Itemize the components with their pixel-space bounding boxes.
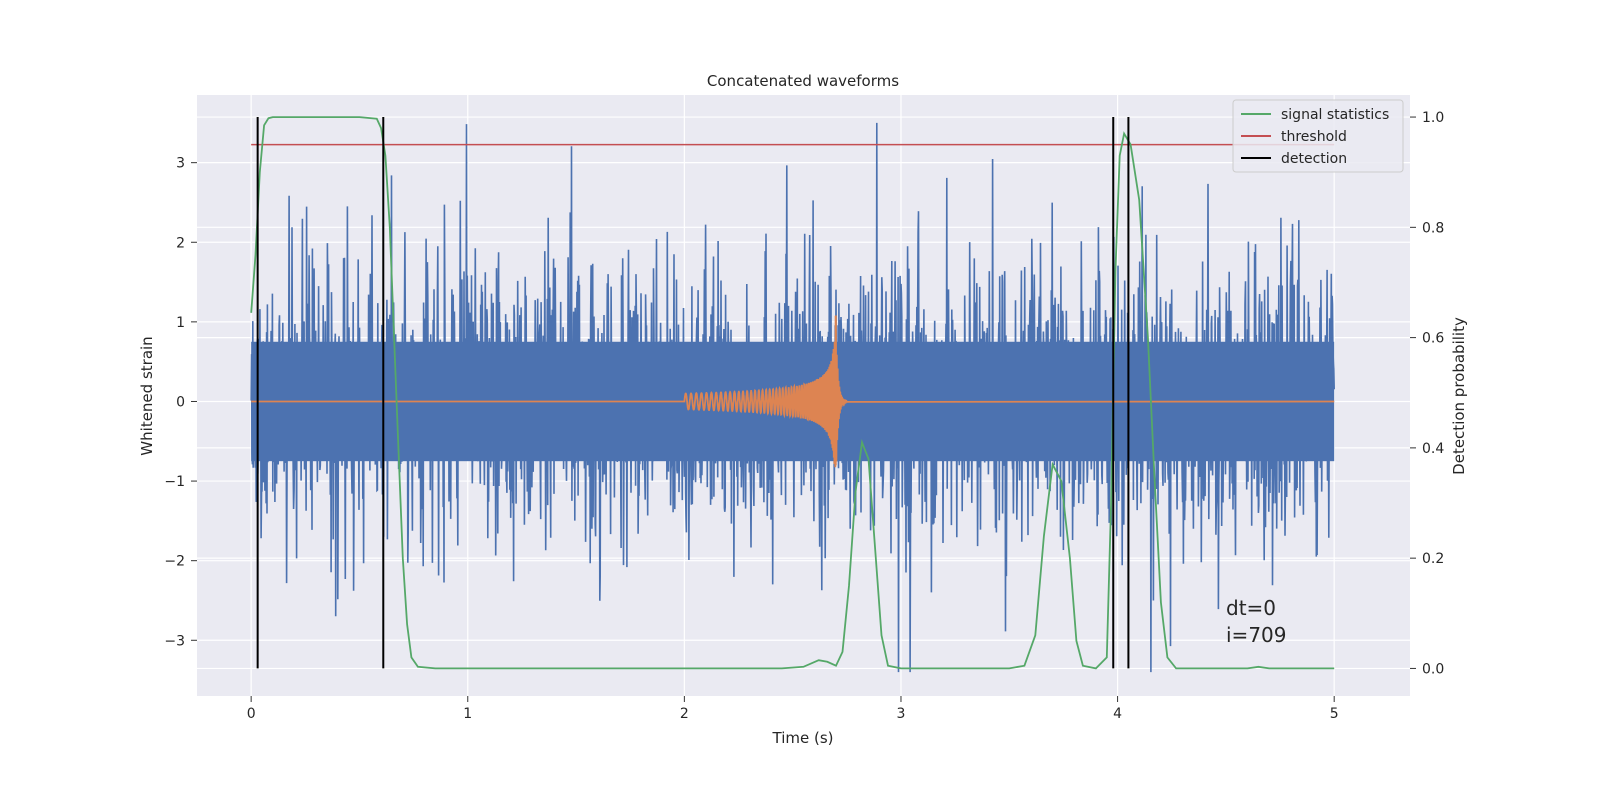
legend-label-detection: detection: [1281, 151, 1347, 167]
signal-statistics-line: [250, 116, 1335, 670]
y-right-tick-label: 0.6: [1422, 331, 1444, 347]
x-tick-label: 5: [1330, 706, 1339, 722]
tick-labels: 0 1 2 3 4 5 −3 −2 −1 0 1 2 3 0.0 0.2 0.4 0.6 0.8 1.0: [164, 110, 1444, 722]
x-tick-label: 4: [1113, 706, 1122, 722]
y-right-tick-label: 1.0: [1422, 110, 1444, 126]
x-tick-label: 0: [247, 706, 256, 722]
x-tick-label: 1: [463, 706, 472, 722]
y-right-tick-label: 0.4: [1422, 441, 1444, 457]
y-tick-label: 2: [176, 235, 185, 251]
legend-box: [1232, 99, 1404, 173]
chart-title: Concatenated waveforms: [707, 72, 899, 90]
annotation-i: i=709: [1226, 623, 1287, 647]
y-right-tick-label: 0.0: [1422, 661, 1444, 677]
y-tick-label: −3: [164, 633, 185, 649]
y-tick-label: 0: [176, 394, 185, 410]
y-tick-label: 3: [176, 156, 185, 172]
legend-label-threshold: threshold: [1281, 129, 1347, 145]
legend: signal statistics threshold detection: [1232, 99, 1404, 173]
legend-label-signal-statistics: signal statistics: [1281, 107, 1389, 123]
y-axis-label: Whitened strain: [138, 336, 156, 455]
x-tick-label: 2: [680, 706, 689, 722]
waveform-line: [251, 315, 1335, 468]
y-tick-label: −1: [164, 474, 185, 490]
annotation-text: dt=0 i=709: [1226, 596, 1287, 647]
y-tick-label: 1: [176, 315, 185, 331]
x-axis-label: Time (s): [772, 729, 834, 747]
y-right-tick-label: 0.8: [1422, 220, 1444, 236]
y-tick-label: −2: [164, 554, 185, 570]
y-right-tick-label: 0.2: [1422, 551, 1444, 567]
x-tick-label: 3: [897, 706, 906, 722]
y-axis-right-label: Detection probability: [1450, 317, 1468, 475]
annotation-dt: dt=0: [1226, 596, 1276, 620]
plot-area: [250, 116, 1335, 673]
